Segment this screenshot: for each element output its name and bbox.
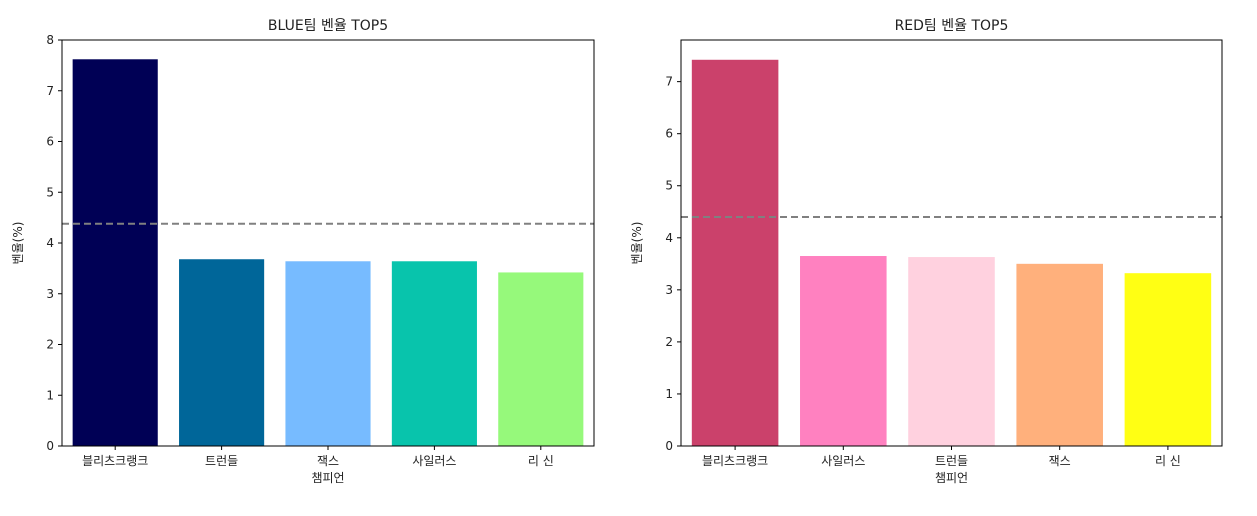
- chart2-bar: [800, 256, 887, 446]
- chart1-y-tick-label: 6: [46, 135, 54, 149]
- chart2-bar: [1124, 273, 1212, 446]
- chart2-y-tick-label: 6: [665, 127, 673, 141]
- chart1-bar: [285, 261, 371, 446]
- chart2-y-tick-label: 4: [665, 231, 673, 245]
- chart2-bar: [908, 257, 995, 446]
- chart1-y-tick-label: 2: [46, 338, 54, 352]
- chart2-y-tick-label: 2: [665, 335, 673, 349]
- chart1-bar: [179, 259, 265, 446]
- chart2-bar: [1016, 263, 1103, 446]
- chart2-x-tick-label: 사일러스: [821, 454, 865, 468]
- chart2-x-tick-label: 트런들: [935, 454, 968, 468]
- chart1-x-tick-label: 리 신: [528, 454, 554, 468]
- chart2-y-tick-label: 0: [665, 439, 673, 453]
- chart1-y-axis-label: 벤율(%): [11, 222, 25, 265]
- chart2-x-axis-label: 챔피언: [935, 470, 968, 485]
- chart1-y-tick-label: 4: [46, 236, 54, 250]
- chart2-y-axis-label: 벤율(%): [630, 222, 644, 265]
- chart1-x-tick-label: 사일러스: [412, 454, 456, 468]
- chart1-title: BLUE팀 벤율 TOP5: [268, 18, 388, 34]
- chart1-y-tick-label: 5: [46, 185, 54, 199]
- chart1-y-tick-label: 0: [46, 439, 54, 453]
- chart1-y-tick-label: 8: [46, 33, 54, 47]
- chart1-y-tick-label: 3: [46, 287, 54, 301]
- chart1-x-axis-label: 챔피언: [311, 470, 344, 485]
- chart2-bar: [691, 59, 779, 447]
- chart1-x-tick-label: 블리츠크랭크: [82, 454, 148, 468]
- chart2-x-tick-label: 잭스: [1049, 454, 1071, 468]
- chart1-bar: [72, 59, 158, 446]
- chart2-x-tick-label: 리 신: [1155, 454, 1181, 468]
- chart2-x-tick-label: 블리츠크랭크: [702, 454, 768, 468]
- chart2-y-tick-label: 7: [665, 75, 673, 89]
- chart2-y-tick-label: 1: [665, 387, 673, 401]
- chart1-bar: [391, 261, 477, 446]
- chart2-y-tick-label: 5: [665, 179, 673, 193]
- chart1-x-tick-label: 잭스: [317, 454, 339, 468]
- chart1-y-tick-label: 1: [46, 388, 54, 402]
- chart2-title: RED팀 벤율 TOP5: [895, 18, 1009, 34]
- chart1-y-tick-label: 7: [46, 84, 54, 98]
- chart1-bar: [498, 272, 584, 446]
- chart2-y-tick-label: 3: [665, 283, 673, 297]
- chart1-x-tick-label: 트런들: [205, 454, 238, 468]
